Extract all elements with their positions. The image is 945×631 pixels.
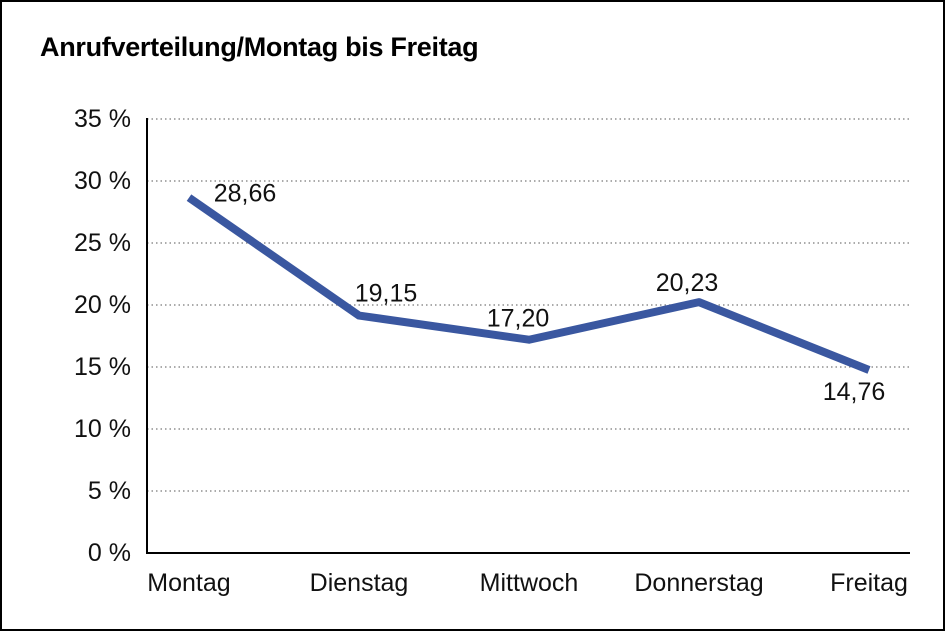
data-point-label: 19,15: [355, 280, 418, 308]
y-tick-label: 15 %: [74, 353, 131, 381]
y-tick-label: 25 %: [74, 229, 131, 257]
x-tick-label: Mittwoch: [480, 569, 579, 597]
data-point-label: 14,76: [823, 378, 886, 406]
data-point-label: 28,66: [214, 180, 277, 208]
x-tick-label: Freitag: [830, 569, 908, 597]
y-tick-label: 10 %: [74, 415, 131, 443]
data-line: [186, 194, 871, 374]
y-tick-label: 5 %: [88, 477, 131, 505]
y-tick-label: 35 %: [74, 105, 131, 133]
y-tick-label: 30 %: [74, 167, 131, 195]
data-point-label: 20,23: [656, 269, 719, 297]
x-tick-label: Dienstag: [310, 569, 409, 597]
x-tick-label: Donnerstag: [634, 569, 763, 597]
chart-title: Anrufverteilung/Montag bis Freitag: [40, 32, 479, 62]
y-tick-label: 20 %: [74, 291, 131, 319]
x-tick-label: Montag: [147, 569, 230, 597]
y-tick-label: 0 %: [88, 539, 131, 567]
data-point-label: 17,20: [487, 305, 550, 333]
